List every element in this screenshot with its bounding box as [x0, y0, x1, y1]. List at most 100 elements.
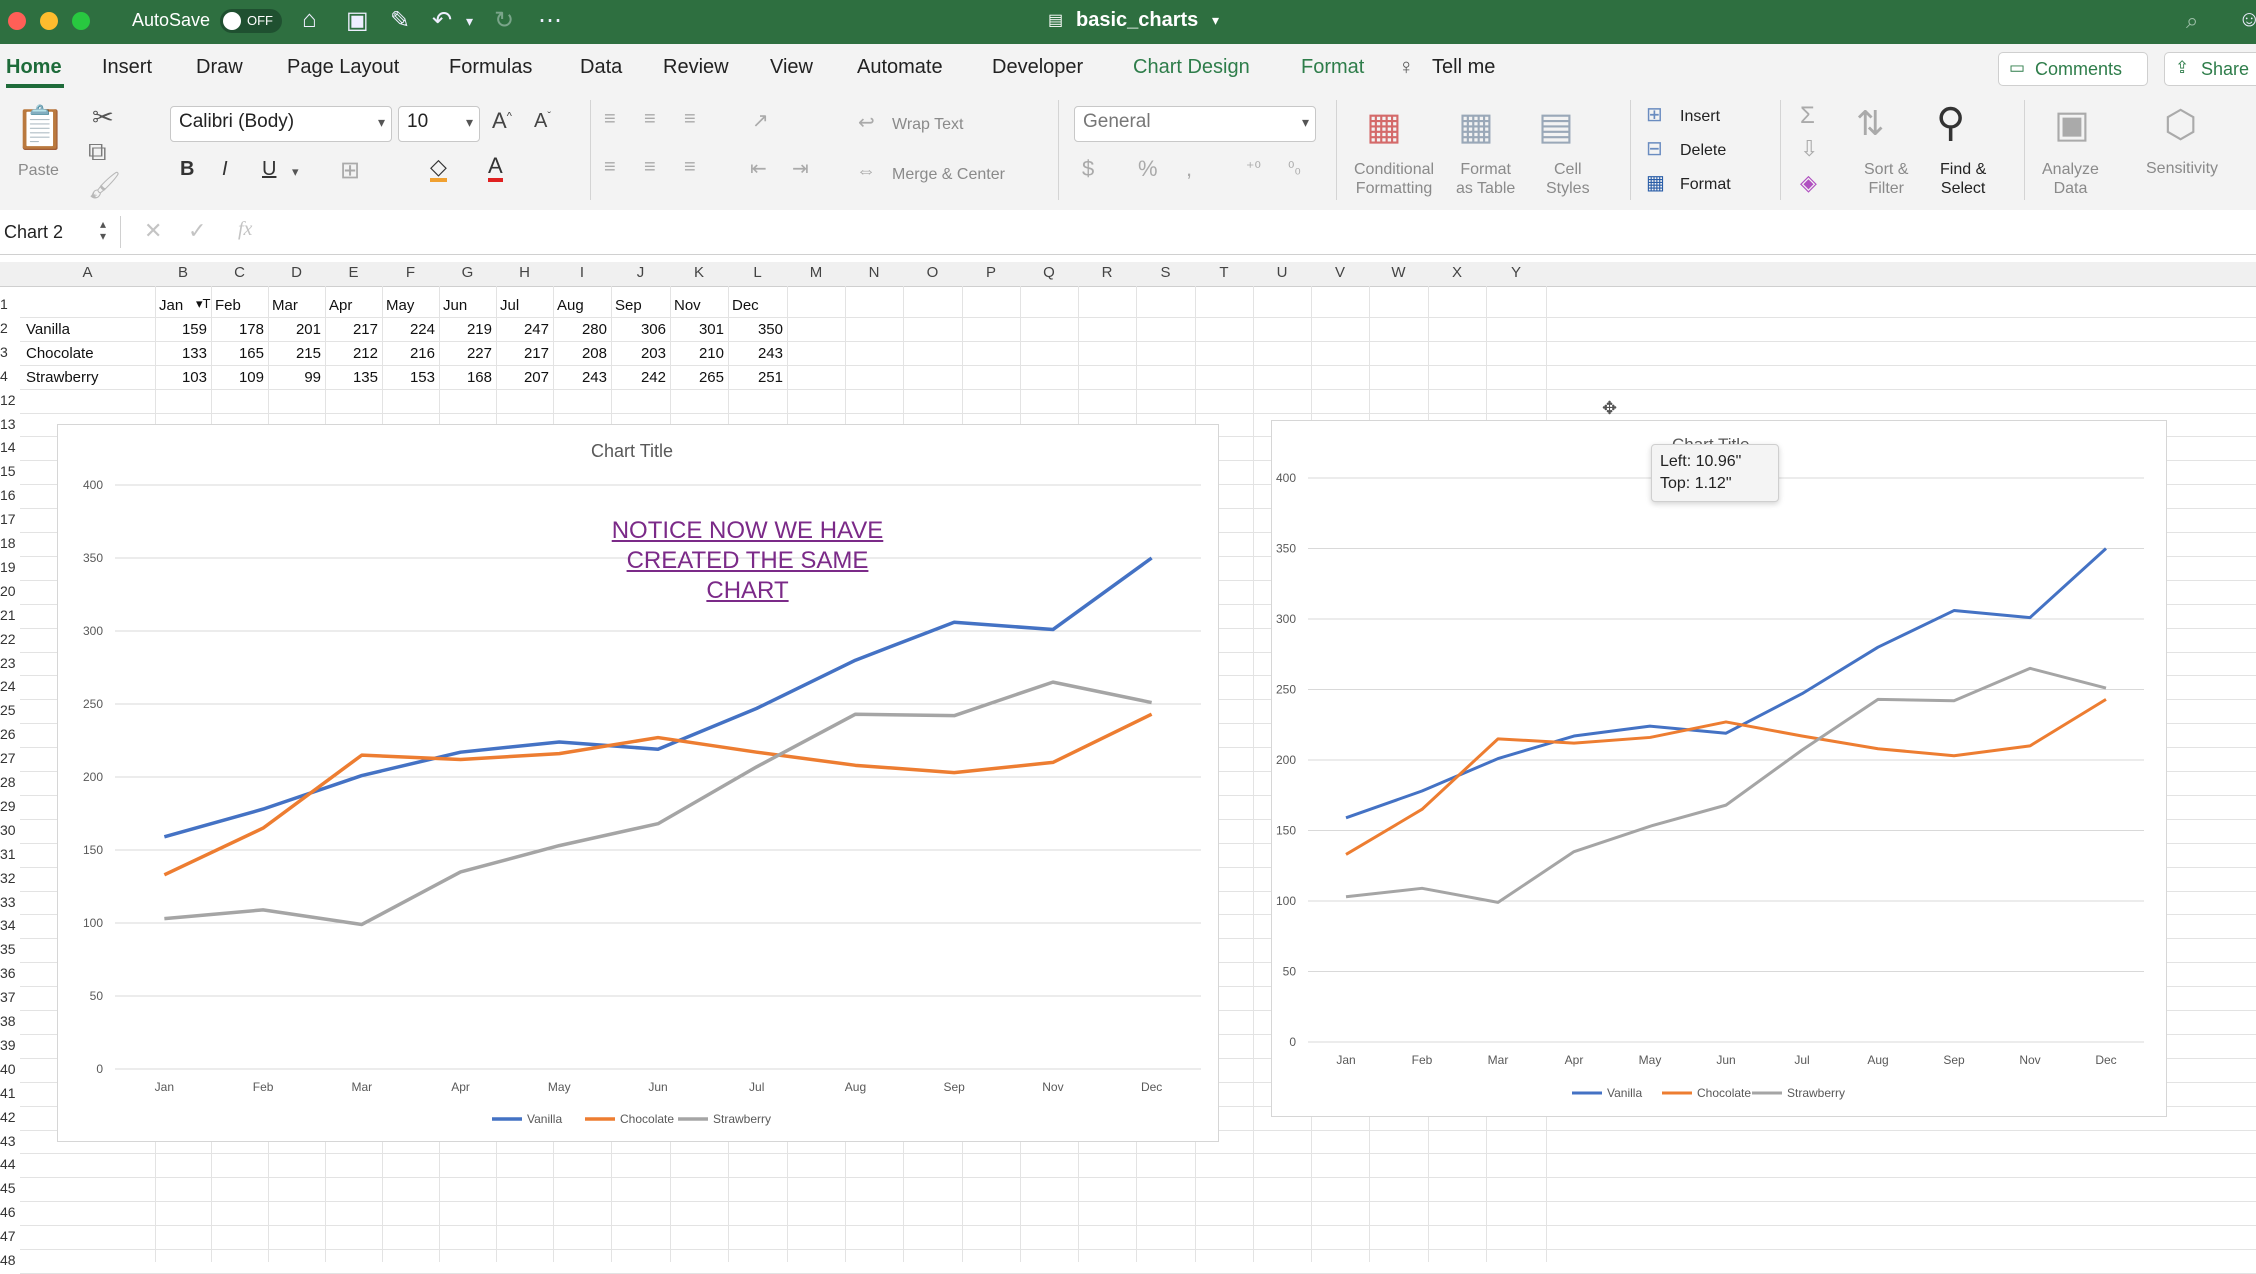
align-bottom-icon[interactable]: ≡ — [684, 108, 696, 130]
data-cell[interactable]: 109 — [238, 368, 264, 386]
align-center-icon[interactable]: ≡ — [644, 156, 656, 178]
column-header-J[interactable]: J — [636, 264, 645, 281]
insert-cells-icon[interactable]: ⊞ — [1646, 104, 1663, 126]
sort-filter-button[interactable]: Sort & Filter — [1864, 161, 1909, 197]
legend-label[interactable]: Vanilla — [1607, 1086, 1642, 1100]
font-size-select[interactable]: 10 ▾ — [398, 106, 480, 142]
data-cell[interactable]: 178 — [238, 320, 264, 338]
row-header-35[interactable]: 35 — [0, 941, 16, 958]
data-cell[interactable]: 168 — [466, 368, 492, 386]
underline-dropdown-icon[interactable]: ▾ — [292, 164, 299, 179]
column-header-Q[interactable]: Q — [1043, 264, 1055, 281]
percent-icon[interactable]: % — [1138, 156, 1158, 181]
row-label-cell[interactable]: Strawberry — [26, 368, 99, 386]
cut-icon[interactable]: ✂ — [92, 102, 114, 132]
row-header-45[interactable]: 45 — [0, 1180, 16, 1197]
tab-review[interactable]: Review — [663, 56, 729, 78]
tab-data[interactable]: Data — [580, 56, 623, 78]
legend-label[interactable]: Strawberry — [1787, 1086, 1845, 1100]
share-button[interactable]: ⇪ Share — [2164, 52, 2256, 86]
home-icon[interactable]: ⌂ — [302, 6, 317, 33]
line-chart-2[interactable]: Chart Title 050100150200250300350400JanF… — [1271, 420, 2167, 1117]
row-header-18[interactable]: 18 — [0, 535, 16, 551]
column-header-K[interactable]: K — [693, 264, 704, 281]
file-menu-chevron-icon[interactable]: ▾ — [1212, 12, 1220, 28]
merge-center-button[interactable]: Merge & Center — [892, 166, 1005, 183]
data-cell[interactable]: 208 — [581, 344, 607, 362]
row-header-41[interactable]: 41 — [0, 1084, 16, 1101]
header-cell[interactable]: Sep — [615, 297, 642, 314]
undo-icon[interactable]: ↶ — [432, 7, 453, 34]
series-line-vanilla[interactable] — [163, 556, 1153, 839]
legend-label[interactable]: Vanilla — [527, 1112, 562, 1126]
row-header-28[interactable]: 28 — [0, 774, 16, 790]
header-cell[interactable]: Apr — [329, 297, 353, 314]
legend-label[interactable]: Chocolate — [620, 1112, 674, 1126]
row-header-4[interactable]: 4 — [0, 367, 8, 384]
row-header-47[interactable]: 47 — [0, 1228, 16, 1245]
row-header-22[interactable]: 22 — [0, 630, 16, 647]
row-header-36[interactable]: 36 — [0, 965, 16, 982]
column-header-N[interactable]: N — [868, 264, 880, 281]
file-name[interactable]: basic_charts — [1076, 9, 1199, 31]
currency-icon[interactable]: $ — [1082, 156, 1095, 181]
data-cell[interactable]: 159 — [181, 320, 207, 338]
column-header-O[interactable]: O — [926, 264, 939, 281]
analyze-data-button[interactable]: Analyze Data — [2042, 161, 2099, 197]
close-window-button[interactable] — [8, 12, 26, 30]
column-header-C[interactable]: C — [234, 264, 245, 281]
tab-formulas[interactable]: Formulas — [449, 56, 533, 78]
data-cell[interactable]: 217 — [352, 320, 378, 338]
insert-cells-button[interactable]: Insert — [1680, 108, 1721, 125]
row-header-30[interactable]: 30 — [0, 821, 16, 838]
data-cell[interactable]: 135 — [352, 368, 378, 386]
column-header-W[interactable]: W — [1391, 264, 1406, 281]
format-as-table-button[interactable]: Format as Table — [1456, 161, 1516, 197]
data-cell[interactable]: 227 — [466, 344, 492, 362]
row-header-25[interactable]: 25 — [0, 702, 16, 719]
data-cell[interactable]: 243 — [581, 368, 607, 386]
italic-button[interactable]: I — [222, 158, 228, 180]
format-cells-button[interactable]: Format — [1680, 176, 1731, 193]
data-cell[interactable]: 153 — [409, 368, 435, 386]
column-header-F[interactable]: F — [405, 264, 416, 281]
underline-button[interactable]: U — [262, 158, 277, 180]
conditional-formatting-button[interactable]: Conditional Formatting — [1354, 161, 1435, 197]
function-icon[interactable]: fx — [238, 218, 253, 240]
header-cell[interactable]: Jun — [443, 297, 468, 314]
row-header-23[interactable]: 23 — [0, 654, 16, 671]
data-cell[interactable]: 219 — [466, 320, 492, 338]
row-header-13[interactable]: 13 — [0, 415, 16, 432]
decrease-decimal-icon[interactable]: ⁰₀ — [1288, 160, 1302, 177]
column-header-V[interactable]: V — [1334, 264, 1345, 281]
search-icon[interactable]: ⌕ — [2186, 8, 2199, 33]
cell-styles-icon[interactable]: ▤ — [1538, 106, 1574, 148]
data-cell[interactable]: 247 — [523, 320, 549, 338]
row-header-44[interactable]: 44 — [0, 1156, 16, 1173]
row-label-cell[interactable]: Chocolate — [26, 344, 94, 362]
undo-dropdown-icon[interactable]: ▾ — [466, 13, 474, 29]
align-left-icon[interactable]: ≡ — [604, 156, 616, 178]
column-header-B[interactable]: B — [177, 264, 188, 281]
autosave-toggle[interactable]: OFF — [220, 9, 282, 33]
wrap-text-button[interactable]: Wrap Text — [892, 116, 964, 133]
name-box-stepper-icon[interactable]: ▴ ▾ — [100, 217, 107, 243]
row-header-17[interactable]: 17 — [0, 511, 16, 528]
data-cell[interactable]: 212 — [352, 344, 378, 362]
row-header-2[interactable]: 2 — [0, 319, 8, 336]
column-header-D[interactable]: D — [291, 264, 302, 281]
conditional-formatting-icon[interactable]: ▦ — [1366, 106, 1402, 148]
series-line-chocolate[interactable] — [163, 712, 1153, 877]
data-cell[interactable]: 350 — [757, 320, 783, 338]
column-header-H[interactable]: H — [519, 264, 530, 281]
data-cell[interactable]: 242 — [640, 368, 666, 386]
fill-icon[interactable]: ⇩ — [1800, 136, 1819, 161]
row-header-40[interactable]: 40 — [0, 1060, 16, 1077]
column-header-P[interactable]: P — [985, 264, 996, 281]
data-cell[interactable]: 301 — [698, 320, 724, 338]
row-header-33[interactable]: 33 — [0, 893, 16, 910]
minimize-window-button[interactable] — [40, 12, 58, 30]
data-cell[interactable]: 210 — [698, 344, 724, 362]
zoom-window-button[interactable] — [72, 12, 90, 30]
row-header-15[interactable]: 15 — [0, 463, 16, 480]
